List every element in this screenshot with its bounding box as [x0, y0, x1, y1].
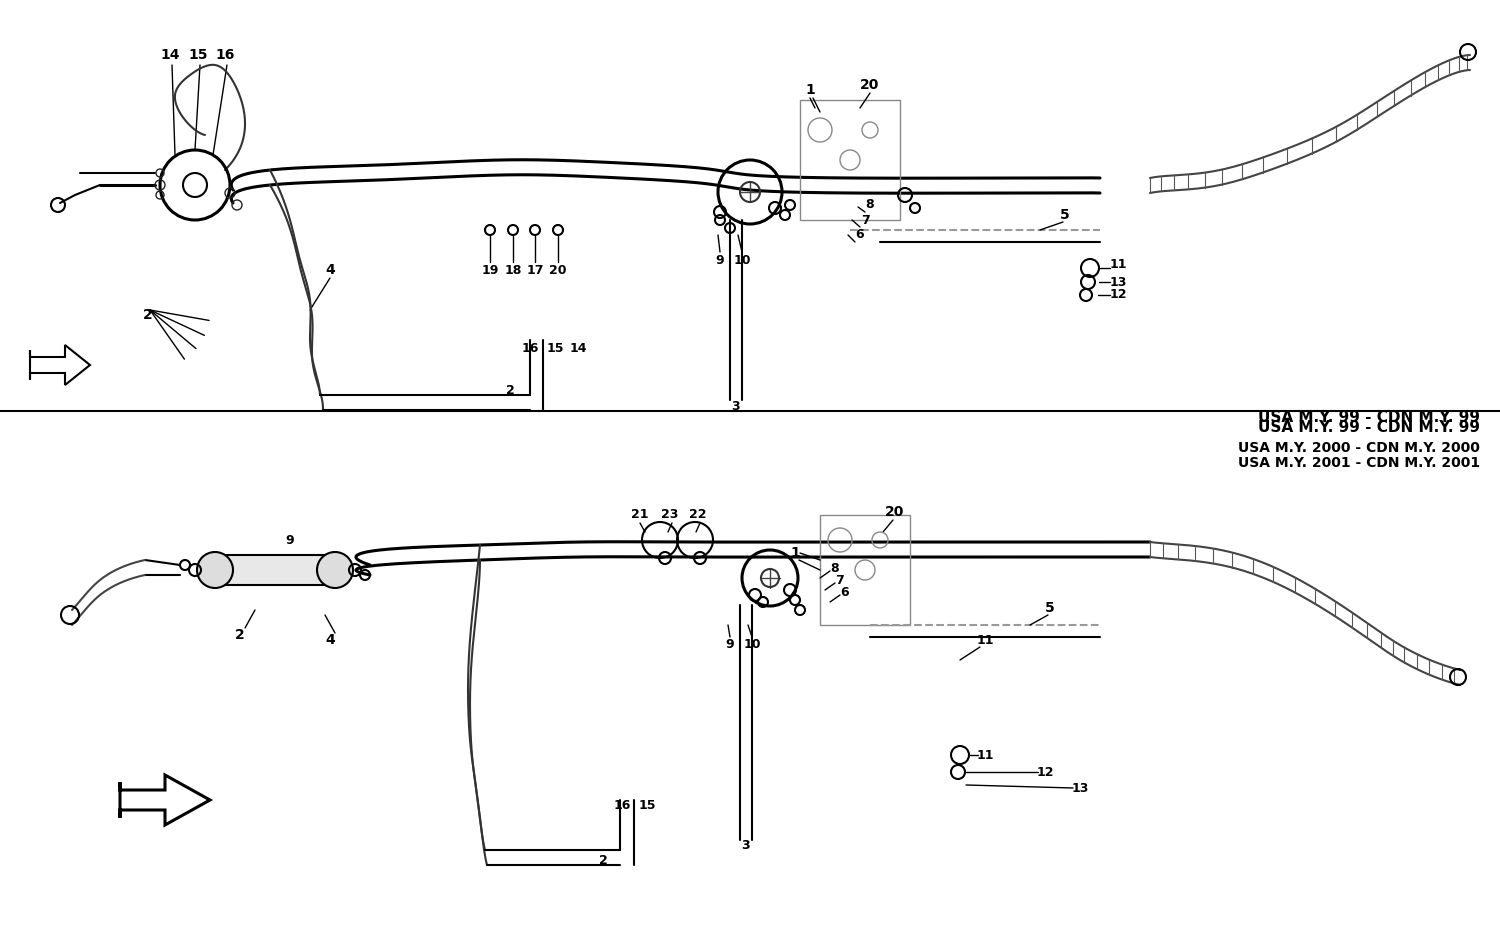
Circle shape [196, 552, 232, 588]
Text: 3: 3 [732, 400, 741, 413]
Text: 2: 2 [598, 853, 608, 867]
Text: USA M.Y. 2000 - CDN M.Y. 2000: USA M.Y. 2000 - CDN M.Y. 2000 [1238, 441, 1480, 455]
Text: 15: 15 [639, 798, 656, 812]
Text: 15: 15 [189, 48, 207, 62]
Text: USA M.Y. 99 - CDN M.Y. 99: USA M.Y. 99 - CDN M.Y. 99 [1258, 421, 1480, 435]
Text: 2: 2 [142, 308, 153, 322]
Bar [821, 515, 910, 625]
Text: 21: 21 [632, 509, 648, 521]
Text: 23: 23 [662, 509, 678, 521]
Polygon shape [30, 345, 90, 385]
Text: 16: 16 [216, 48, 234, 62]
Bar [210, 555, 340, 585]
Text: 2: 2 [236, 628, 244, 642]
Text: 1: 1 [790, 546, 800, 560]
Text: 22: 22 [688, 509, 706, 521]
Circle shape [316, 552, 352, 588]
Text: 12: 12 [1036, 765, 1053, 779]
Text: 1: 1 [806, 83, 814, 97]
Text: 9: 9 [726, 639, 735, 652]
Text: 20: 20 [549, 264, 567, 276]
Text: 9: 9 [716, 254, 724, 267]
Text: 4: 4 [326, 263, 334, 277]
Text: 16: 16 [522, 342, 538, 355]
Text: 8: 8 [831, 562, 840, 574]
Text: 11: 11 [1108, 258, 1126, 272]
Text: 13: 13 [1110, 275, 1126, 289]
Text: 16: 16 [614, 798, 630, 812]
Text: 20: 20 [885, 505, 904, 519]
Text: 6: 6 [855, 229, 864, 241]
Text: 11: 11 [976, 748, 993, 762]
Text: 5: 5 [1060, 208, 1070, 222]
Text: 10: 10 [744, 639, 760, 652]
Text: 3: 3 [741, 838, 750, 851]
Polygon shape [120, 775, 210, 825]
Text: 14: 14 [160, 48, 180, 62]
Text: 8: 8 [865, 199, 874, 212]
Text: 5: 5 [1046, 601, 1054, 615]
Text: 4: 4 [326, 633, 334, 647]
Text: 15: 15 [546, 342, 564, 355]
Text: 17: 17 [526, 264, 543, 276]
Text: USA M.Y. 99 - CDN M.Y. 99: USA M.Y. 99 - CDN M.Y. 99 [1258, 411, 1480, 426]
Text: 14: 14 [570, 342, 586, 355]
Bar [800, 100, 900, 220]
Text: USA M.Y. 2001 - CDN M.Y. 2001: USA M.Y. 2001 - CDN M.Y. 2001 [1238, 456, 1480, 470]
Text: 11: 11 [976, 634, 993, 646]
Text: 7: 7 [836, 573, 844, 587]
Text: 20: 20 [861, 78, 879, 92]
Text: 9: 9 [285, 534, 294, 547]
Text: 12: 12 [1108, 289, 1126, 302]
Text: 19: 19 [482, 264, 498, 276]
Text: 18: 18 [504, 264, 522, 276]
Text: 6: 6 [840, 586, 849, 599]
Text: 10: 10 [734, 254, 750, 267]
Text: 7: 7 [861, 214, 870, 226]
Text: 13: 13 [1071, 781, 1089, 795]
Text: 2: 2 [506, 383, 515, 396]
